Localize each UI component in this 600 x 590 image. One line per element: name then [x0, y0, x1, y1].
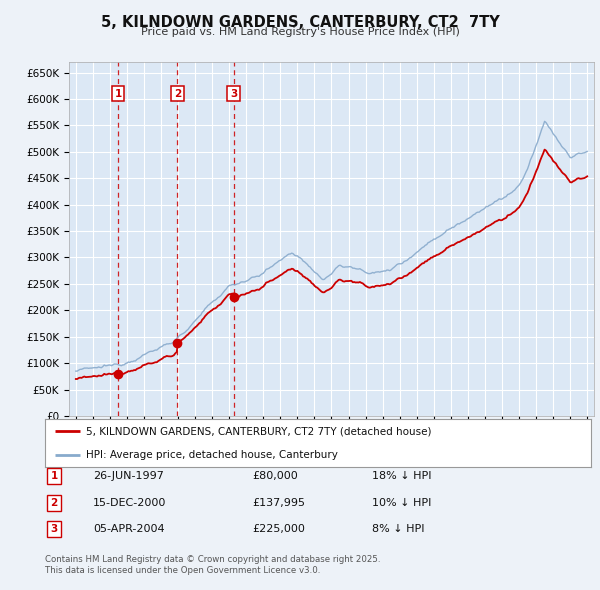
Text: 1: 1 [50, 471, 58, 481]
Text: 2: 2 [174, 88, 181, 99]
Text: Price paid vs. HM Land Registry's House Price Index (HPI): Price paid vs. HM Land Registry's House … [140, 27, 460, 37]
Text: 5, KILNDOWN GARDENS, CANTERBURY, CT2 7TY (detached house): 5, KILNDOWN GARDENS, CANTERBURY, CT2 7TY… [86, 427, 431, 437]
Text: 8% ↓ HPI: 8% ↓ HPI [372, 525, 425, 534]
Text: Contains HM Land Registry data © Crown copyright and database right 2025.
This d: Contains HM Land Registry data © Crown c… [45, 555, 380, 575]
Text: 26-JUN-1997: 26-JUN-1997 [93, 471, 164, 481]
Text: 10% ↓ HPI: 10% ↓ HPI [372, 498, 431, 507]
Text: 1: 1 [115, 88, 122, 99]
Text: 5, KILNDOWN GARDENS, CANTERBURY, CT2  7TY: 5, KILNDOWN GARDENS, CANTERBURY, CT2 7TY [101, 15, 499, 30]
Text: 05-APR-2004: 05-APR-2004 [93, 525, 164, 534]
Text: 18% ↓ HPI: 18% ↓ HPI [372, 471, 431, 481]
Text: 3: 3 [230, 88, 237, 99]
Text: 3: 3 [50, 525, 58, 534]
Text: HPI: Average price, detached house, Canterbury: HPI: Average price, detached house, Cant… [86, 450, 338, 460]
Text: 2: 2 [50, 498, 58, 507]
Text: £80,000: £80,000 [252, 471, 298, 481]
Text: £137,995: £137,995 [252, 498, 305, 507]
Text: £225,000: £225,000 [252, 525, 305, 534]
Text: 15-DEC-2000: 15-DEC-2000 [93, 498, 166, 507]
